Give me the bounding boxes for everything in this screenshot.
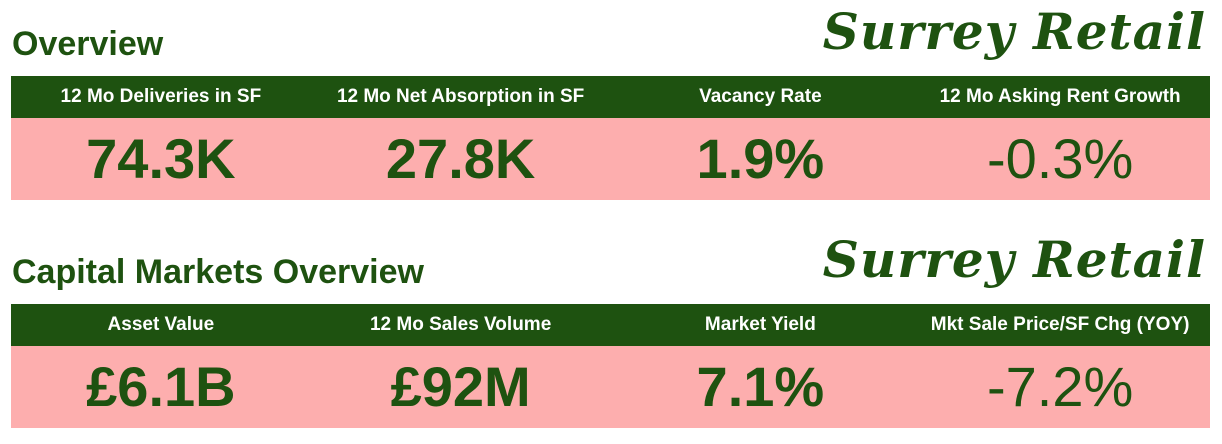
capital-markets-label-bar: Asset Value 12 Mo Sales Volume Market Yi…: [11, 304, 1210, 346]
metric-value-sale-price-change: -7.2%: [986, 355, 1134, 418]
metric-value-sales-volume: £92M: [390, 355, 531, 418]
metric-label-market-yield: Market Yield: [704, 314, 816, 335]
capital-markets-heading: Capital Markets Overview: [12, 253, 424, 291]
brand-logo: Surrey Retail: [822, 230, 1206, 289]
overview-label-bar: 12 Mo Deliveries in SF 12 Mo Net Absorpt…: [11, 76, 1210, 118]
metric-label-sale-price-change: Mkt Sale Price/SF Chg (YOY): [930, 314, 1190, 335]
metric-label-deliveries: 12 Mo Deliveries in SF: [60, 86, 262, 107]
overview-value-bar: 74.3K 27.8K 1.9% -0.3%: [11, 118, 1210, 200]
metric-value-market-yield: 7.1%: [696, 355, 825, 418]
metric-value-net-absorption: 27.8K: [385, 127, 536, 190]
metric-value-deliveries: 74.3K: [86, 127, 236, 190]
metric-label-asset-value: Asset Value: [107, 314, 215, 335]
overview-heading: Overview: [12, 25, 164, 63]
metric-label-net-absorption: 12 Mo Net Absorption in SF: [336, 86, 585, 107]
metric-value-asset-value: £6.1B: [86, 355, 236, 418]
metric-value-asking-rent-growth: -0.3%: [986, 127, 1134, 190]
brand-logo: Surrey Retail: [822, 2, 1206, 61]
metric-label-vacancy-rate: Vacancy Rate: [699, 86, 822, 107]
metric-label-asking-rent-growth: 12 Mo Asking Rent Growth: [939, 86, 1181, 107]
metric-label-sales-volume: 12 Mo Sales Volume: [369, 314, 552, 335]
capital-markets-value-bar: £6.1B £92M 7.1% -7.2%: [11, 346, 1210, 428]
metric-value-vacancy-rate: 1.9%: [696, 127, 825, 190]
